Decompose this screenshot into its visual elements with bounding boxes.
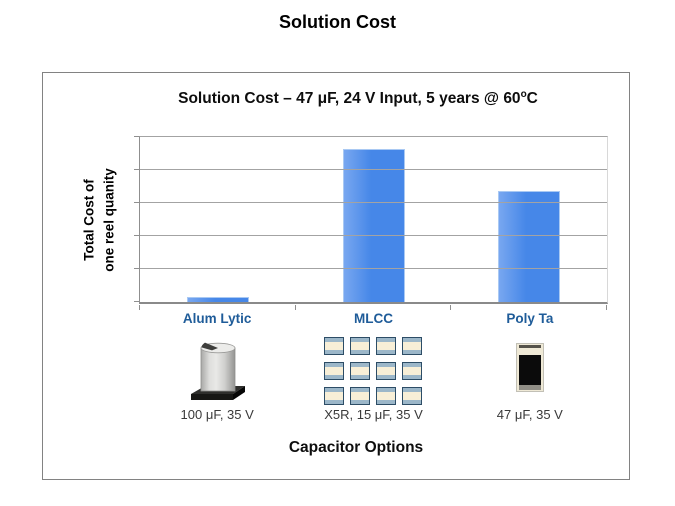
mlcc-chip bbox=[376, 337, 397, 355]
mlcc-chip bbox=[324, 337, 345, 355]
bar-mlcc bbox=[342, 148, 405, 302]
y-axis-label-line1: Total Cost of bbox=[81, 179, 97, 261]
chart-title-end: C bbox=[526, 90, 538, 108]
y-axis-label-line2: one reel quanity bbox=[101, 168, 116, 272]
mlcc-chip bbox=[324, 387, 345, 405]
tantalum-chip-capacitor-icon bbox=[515, 343, 544, 392]
gridline bbox=[140, 202, 607, 203]
sub-label-alum-lytic: 100 μF, 35 V bbox=[180, 407, 254, 422]
gridline bbox=[140, 268, 607, 269]
mlcc-chip bbox=[376, 362, 397, 380]
x-axis-tick bbox=[294, 305, 296, 310]
bar-poly-ta bbox=[498, 191, 561, 302]
mlcc-chip bbox=[350, 337, 371, 355]
mlcc-chip bbox=[402, 387, 423, 405]
mlcc-chip bbox=[350, 387, 371, 405]
icon-col-alum-lytic bbox=[139, 335, 295, 407]
y-axis-label: Total Cost of one reel quanity bbox=[79, 168, 118, 272]
x-axis-title: Capacitor Options bbox=[288, 439, 424, 456]
gridline bbox=[140, 169, 607, 170]
icon-col-mlcc bbox=[295, 335, 451, 407]
chart-frame: Solution Cost – 47 μF, 24 V Input, 5 yea… bbox=[42, 72, 630, 480]
y-axis-tick bbox=[134, 136, 139, 137]
chart-title: Solution Cost – 47 μF, 24 V Input, 5 yea… bbox=[83, 89, 633, 108]
y-axis-tick bbox=[134, 202, 139, 203]
category-label-poly-ta: Poly Ta bbox=[506, 311, 554, 326]
chart-title-degree-sup: o bbox=[520, 89, 527, 100]
category-labels-row: Alum Lytic MLCC Poly Ta bbox=[139, 311, 608, 326]
category-label-alum-lytic: Alum Lytic bbox=[182, 311, 252, 326]
mlcc-chip bbox=[402, 362, 423, 380]
y-axis-tick bbox=[134, 301, 139, 302]
mlcc-chip bbox=[350, 362, 371, 380]
y-axis-tick bbox=[134, 268, 139, 269]
icon-col-poly-ta bbox=[452, 335, 608, 407]
x-axis-tick bbox=[450, 305, 452, 310]
tantalum-chip-body bbox=[518, 345, 541, 390]
mlcc-chip bbox=[402, 337, 423, 355]
sub-label-poly-ta: 47 μF, 35 V bbox=[496, 407, 563, 422]
y-axis-label-wrap: Total Cost of one reel quanity bbox=[61, 136, 137, 304]
sub-labels-row: 100 μF, 35 V X5R, 15 μF, 35 V 47 μF, 35 … bbox=[139, 407, 608, 422]
chart-title-main: Solution Cost – 47 μF, 24 V Input, 5 yea… bbox=[178, 90, 521, 108]
aluminum-electrolytic-capacitor-icon bbox=[191, 342, 246, 400]
x-axis-tick bbox=[606, 305, 607, 310]
category-label-mlcc: MLCC bbox=[353, 311, 393, 326]
bar-alum-lytic bbox=[186, 297, 249, 302]
sub-label-mlcc: X5R, 15 μF, 35 V bbox=[324, 407, 423, 422]
capacitor-icons-row bbox=[139, 335, 608, 407]
y-axis-tick bbox=[134, 235, 139, 236]
plot-area bbox=[134, 136, 608, 310]
x-axis-tick bbox=[139, 305, 140, 310]
mlcc-chip bbox=[376, 387, 397, 405]
mlcc-chip bbox=[324, 362, 345, 380]
y-axis-tick bbox=[134, 169, 139, 170]
slide-title: Solution Cost bbox=[279, 12, 396, 32]
mlcc-chip-grid-icon bbox=[324, 337, 423, 405]
gridline bbox=[140, 235, 607, 236]
